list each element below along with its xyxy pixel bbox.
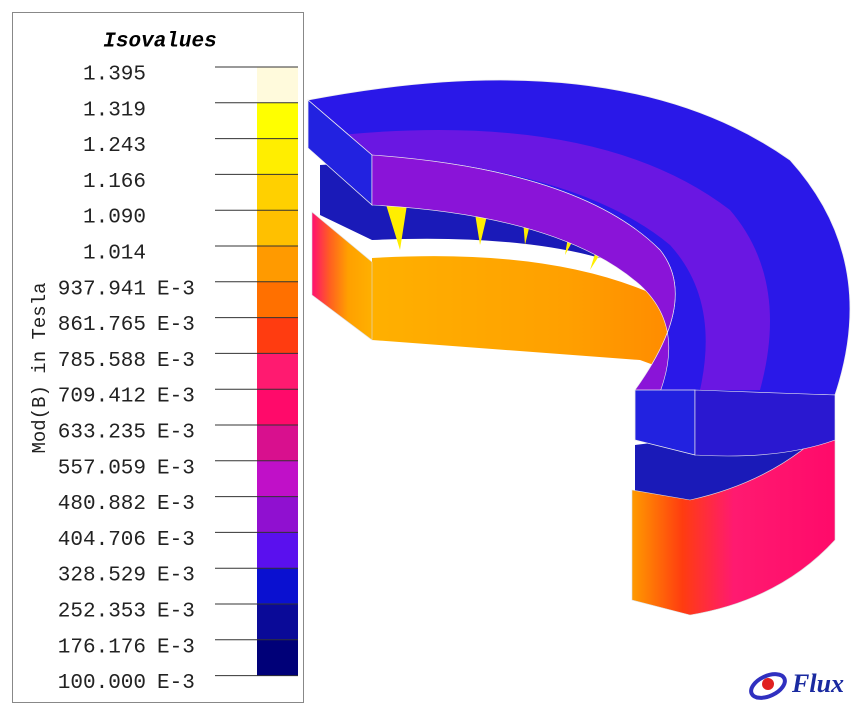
level-unit: E-3	[157, 314, 195, 337]
color-swatch	[257, 246, 298, 282]
level-unit: E-3	[157, 278, 195, 301]
color-swatch	[257, 425, 298, 461]
legend-scale: 1.395 1.319 1.243 1.166 1.090 1.014 937.941 E-3…	[58, 64, 298, 695]
level-value: 328.529	[58, 565, 146, 588]
legend-quantity: Mod(B) in Tesla	[29, 282, 51, 453]
yoke-outer-side	[694, 389, 836, 457]
level-value: 633.235	[58, 422, 146, 445]
level-unit: E-3	[157, 493, 195, 516]
level-value: 1.243	[83, 135, 146, 158]
level-value: 480.882	[58, 493, 146, 516]
lower-face	[631, 419, 836, 616]
logo-swirl	[749, 672, 787, 700]
logo-text: Flux	[791, 669, 844, 698]
left-end-face	[311, 211, 373, 341]
level-unit: E-3	[157, 350, 195, 373]
level-unit: E-3	[157, 636, 195, 659]
level-value: 1.395	[83, 64, 146, 87]
color-swatch	[257, 102, 298, 139]
color-swatch	[257, 281, 298, 318]
level-value: 861.765	[58, 314, 146, 337]
level-value: 252.353	[58, 601, 146, 624]
level-value: 1.090	[83, 207, 146, 230]
level-value: 785.588	[58, 350, 146, 373]
level-unit: E-3	[157, 565, 195, 588]
level-value: 100.000	[58, 672, 146, 695]
level-value: 404.706	[58, 529, 146, 552]
model-3d	[307, 79, 851, 616]
level-value: 709.412	[58, 386, 146, 409]
logo-core	[762, 678, 774, 690]
color-swatch	[257, 138, 298, 175]
level-unit: E-3	[157, 422, 195, 445]
level-unit: E-3	[157, 457, 195, 480]
level-value: 557.059	[58, 457, 146, 480]
level-unit: E-3	[157, 529, 195, 552]
color-swatch	[257, 389, 298, 425]
level-value: 937.941	[58, 278, 146, 301]
yoke-inner-band	[340, 130, 770, 390]
color-swatch	[257, 317, 298, 354]
color-swatch	[257, 496, 298, 533]
logo: Flux	[749, 669, 844, 700]
level-value: 1.319	[83, 99, 146, 122]
legend-title: Isovalues	[103, 31, 216, 54]
level-value: 176.176	[58, 636, 146, 659]
level-value: 1.014	[83, 243, 146, 266]
level-unit: E-3	[157, 386, 195, 409]
color-swatch	[257, 532, 298, 569]
color-swatch	[257, 353, 298, 390]
level-value: 1.166	[83, 171, 146, 194]
color-swatch	[257, 67, 298, 103]
color-swatch	[257, 210, 298, 246]
color-swatch	[257, 460, 298, 497]
color-swatch	[257, 174, 298, 211]
legend-panel	[12, 12, 304, 703]
color-swatch	[257, 604, 298, 640]
color-swatch	[257, 639, 298, 676]
level-unit: E-3	[157, 672, 195, 695]
level-unit: E-3	[157, 601, 195, 624]
color-swatch	[257, 568, 298, 604]
